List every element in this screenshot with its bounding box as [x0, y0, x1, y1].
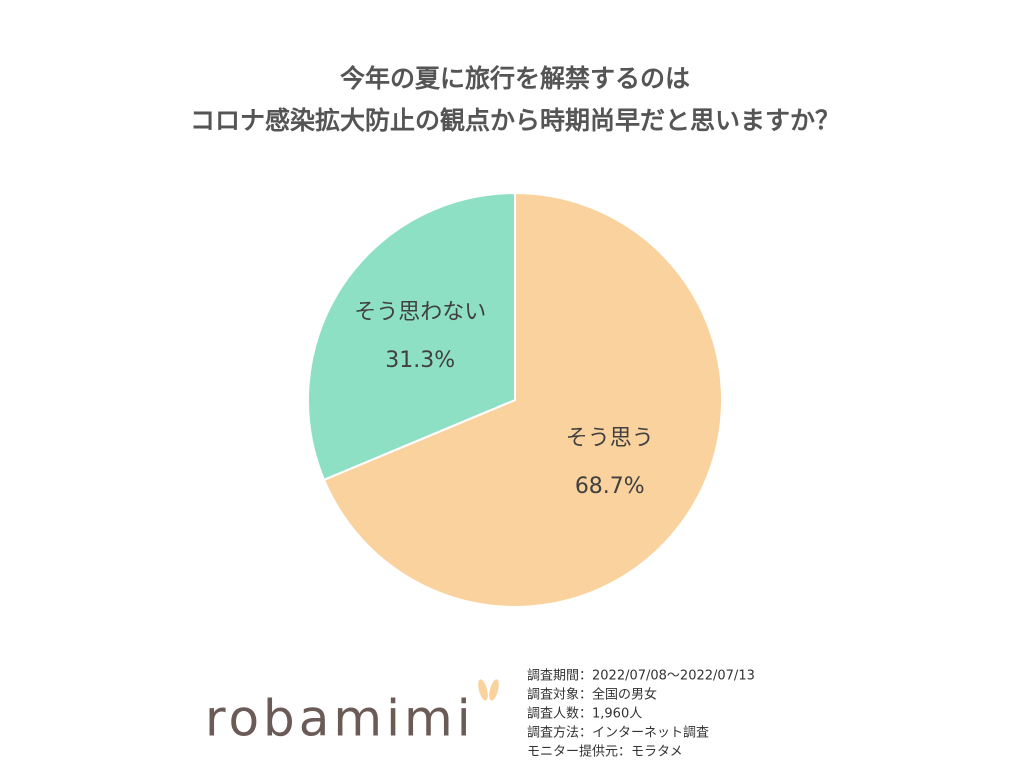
logo: robamimi — [205, 690, 475, 748]
survey-note: 調査期間：2022/07/08～2022/07/13 — [527, 669, 755, 684]
survey-note: 調査方法：インターネット調査 — [527, 725, 709, 741]
survey-note: モニター提供元：モラタメ — [527, 744, 683, 760]
slice-label: そう思う — [566, 426, 654, 451]
pie-slice — [307, 191, 516, 482]
chart-title: 今年の夏に旅行を解禁するのは — [340, 64, 690, 93]
logo-ear — [478, 679, 488, 701]
chart-title: コロナ感染拡大防止の観点から時期尚早だと思いますか？ — [190, 106, 840, 135]
survey-note: 調査対象：全国の男女 — [527, 687, 657, 703]
logo-ear — [489, 679, 499, 701]
slice-value: 31.3% — [385, 348, 455, 373]
slice-value: 68.7% — [575, 474, 645, 499]
pie-slice — [322, 191, 723, 608]
slice-label: そう思わない — [354, 300, 486, 325]
survey-note: 調査人数：1,960人 — [527, 707, 642, 722]
